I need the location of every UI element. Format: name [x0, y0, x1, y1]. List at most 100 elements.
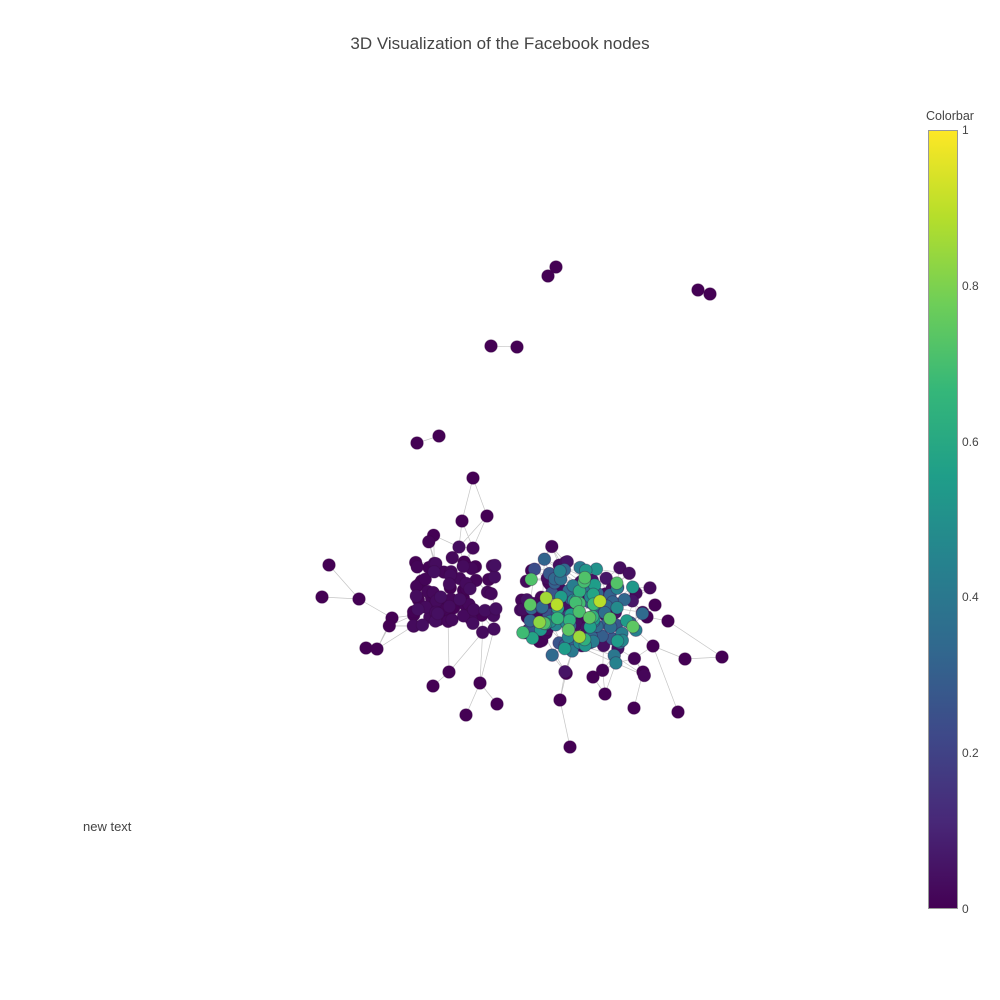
graph-node[interactable]	[427, 565, 441, 579]
graph-node[interactable]	[532, 615, 547, 629]
graph-node[interactable]	[490, 697, 504, 711]
graph-node[interactable]	[626, 619, 640, 634]
colorbar-gradient	[928, 130, 958, 909]
graph-node[interactable]	[582, 610, 597, 625]
graph-node[interactable]	[484, 586, 498, 601]
graph-node[interactable]	[610, 600, 624, 615]
graph-node[interactable]	[431, 606, 445, 621]
graph-node[interactable]	[595, 663, 610, 678]
graph-node[interactable]	[456, 609, 471, 623]
graph-node[interactable]	[422, 535, 436, 549]
graph-node[interactable]	[382, 619, 397, 633]
graph-node[interactable]	[625, 580, 640, 594]
graph-node[interactable]	[550, 611, 565, 626]
graph-node[interactable]	[410, 436, 424, 450]
graph-node[interactable]	[539, 591, 553, 605]
graph-node[interactable]	[648, 598, 662, 612]
graph-node[interactable]	[558, 664, 572, 679]
graph-node[interactable]	[610, 576, 624, 590]
graph-node[interactable]	[409, 589, 424, 603]
graph-node[interactable]	[627, 651, 642, 666]
graph-node[interactable]	[510, 340, 524, 354]
graph-node[interactable]	[315, 590, 329, 604]
graph-node[interactable]	[599, 571, 613, 586]
graph-node[interactable]	[661, 614, 675, 628]
graph-node[interactable]	[466, 616, 480, 631]
graph-node[interactable]	[691, 283, 705, 297]
graph-node[interactable]	[463, 581, 477, 596]
graph-node[interactable]	[609, 656, 623, 670]
graph-node[interactable]	[442, 665, 456, 679]
graph-node[interactable]	[715, 650, 729, 664]
graph-node[interactable]	[617, 592, 632, 607]
graph-node[interactable]	[415, 618, 430, 632]
graph-node[interactable]	[541, 269, 555, 283]
graph-node[interactable]	[453, 592, 467, 607]
graph-node[interactable]	[445, 550, 460, 565]
chart-title: 3D Visualization of the Facebook nodes	[350, 34, 650, 53]
graph-node[interactable]	[557, 641, 572, 656]
graph-node[interactable]	[610, 634, 625, 648]
graph-node[interactable]	[487, 570, 502, 584]
graph-node[interactable]	[553, 564, 567, 578]
graph-node[interactable]	[593, 594, 607, 608]
graph-node[interactable]	[488, 558, 502, 573]
graph-node[interactable]	[466, 541, 480, 555]
graph-node[interactable]	[572, 604, 587, 619]
graph-node[interactable]	[418, 572, 432, 587]
graph-node[interactable]	[484, 339, 498, 353]
graph-node[interactable]	[370, 642, 384, 656]
graph-node[interactable]	[572, 630, 587, 644]
graph-node[interactable]	[322, 558, 336, 572]
graph-node[interactable]	[563, 740, 577, 754]
graph-node[interactable]	[553, 693, 567, 707]
graph-node[interactable]	[516, 625, 530, 640]
graph-node[interactable]	[523, 597, 537, 612]
graph-node[interactable]	[480, 509, 494, 523]
graph-node[interactable]	[466, 602, 481, 617]
graph-node[interactable]	[578, 570, 592, 585]
graph-node[interactable]	[432, 429, 446, 443]
graph-node[interactable]	[622, 566, 636, 581]
annotation-new-text: new text	[83, 819, 132, 834]
graph-node[interactable]	[545, 648, 559, 662]
graph-node[interactable]	[537, 552, 552, 566]
graph-node[interactable]	[410, 560, 424, 574]
graph-node[interactable]	[646, 639, 660, 653]
graph-node[interactable]	[426, 679, 440, 693]
graph-node[interactable]	[561, 622, 576, 637]
graph-node[interactable]	[433, 590, 448, 604]
graph-node[interactable]	[637, 668, 652, 683]
graph-node[interactable]	[627, 701, 641, 715]
graph-node[interactable]	[525, 631, 540, 645]
graph-node[interactable]	[603, 611, 617, 626]
graph-node[interactable]	[475, 625, 490, 640]
graph-node[interactable]	[586, 670, 600, 684]
colorbar-tick-label: 0.4	[962, 590, 979, 605]
graph-node[interactable]	[598, 687, 612, 701]
graph-node[interactable]	[473, 676, 487, 690]
graph-node[interactable]	[466, 471, 480, 485]
graph-node[interactable]	[678, 652, 692, 666]
graph-node[interactable]	[452, 540, 466, 554]
graph-node[interactable]	[545, 539, 559, 554]
graph-node[interactable]	[456, 559, 470, 574]
graph-node[interactable]	[445, 613, 459, 627]
graph-node[interactable]	[635, 606, 650, 621]
graph-node[interactable]	[550, 597, 564, 612]
graph-node[interactable]	[442, 599, 457, 614]
graph-node[interactable]	[411, 602, 425, 617]
graph-node[interactable]	[487, 622, 501, 636]
graph-node[interactable]	[643, 581, 657, 595]
graph-node[interactable]	[442, 577, 457, 591]
graph-node[interactable]	[524, 572, 538, 587]
graph-node[interactable]	[489, 602, 503, 616]
graph-node[interactable]	[459, 708, 473, 722]
graph-node[interactable]	[549, 260, 563, 274]
graph-node[interactable]	[671, 705, 685, 719]
graph-node[interactable]	[703, 287, 717, 301]
graph-node[interactable]	[352, 592, 366, 606]
graph-node[interactable]	[455, 514, 469, 528]
